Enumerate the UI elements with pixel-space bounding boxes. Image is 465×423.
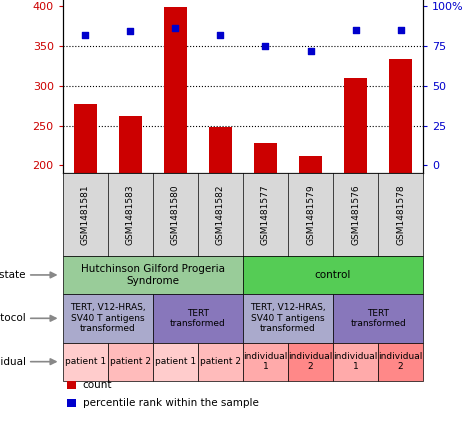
- Text: count: count: [83, 380, 112, 390]
- Point: [307, 47, 314, 54]
- Bar: [254, 143, 277, 325]
- Text: protocol: protocol: [0, 313, 26, 323]
- Text: TERT, V12-HRAS,
SV40 T antigens
transformed: TERT, V12-HRAS, SV40 T antigens transfor…: [250, 303, 326, 333]
- Point: [172, 25, 179, 32]
- Text: GSM1481579: GSM1481579: [306, 184, 315, 245]
- Text: TERT
transformed: TERT transformed: [350, 309, 406, 328]
- Text: GSM1481582: GSM1481582: [216, 184, 225, 245]
- Point: [81, 31, 89, 38]
- Text: GSM1481576: GSM1481576: [351, 184, 360, 245]
- Text: individual
2: individual 2: [288, 352, 333, 371]
- Text: patient 1: patient 1: [65, 357, 106, 366]
- Point: [352, 26, 359, 33]
- Text: GSM1481583: GSM1481583: [126, 184, 135, 245]
- Text: individual: individual: [0, 357, 26, 367]
- Point: [397, 26, 405, 33]
- Bar: [119, 116, 142, 325]
- Text: GSM1481577: GSM1481577: [261, 184, 270, 245]
- Text: control: control: [315, 270, 351, 280]
- Text: GSM1481578: GSM1481578: [396, 184, 405, 245]
- Bar: [209, 127, 232, 325]
- Point: [217, 31, 224, 38]
- Bar: [164, 8, 186, 325]
- Text: TERT
transformed: TERT transformed: [170, 309, 226, 328]
- Text: patient 1: patient 1: [155, 357, 196, 366]
- Text: individual
1: individual 1: [243, 352, 288, 371]
- Point: [262, 42, 269, 49]
- Text: disease state: disease state: [0, 270, 26, 280]
- Bar: [344, 79, 367, 325]
- Bar: [389, 58, 412, 325]
- Text: patient 2: patient 2: [110, 357, 151, 366]
- Point: [126, 28, 134, 35]
- Text: patient 2: patient 2: [200, 357, 241, 366]
- Bar: [299, 156, 322, 325]
- Text: individual
2: individual 2: [379, 352, 423, 371]
- Text: TERT, V12-HRAS,
SV40 T antigens
transformed: TERT, V12-HRAS, SV40 T antigens transfor…: [70, 303, 146, 333]
- Text: GSM1481581: GSM1481581: [81, 184, 90, 245]
- Text: individual
1: individual 1: [333, 352, 378, 371]
- Bar: [74, 104, 97, 325]
- Text: GSM1481580: GSM1481580: [171, 184, 180, 245]
- Text: Hutchinson Gilford Progeria
Syndrome: Hutchinson Gilford Progeria Syndrome: [81, 264, 225, 286]
- Text: percentile rank within the sample: percentile rank within the sample: [83, 398, 259, 408]
